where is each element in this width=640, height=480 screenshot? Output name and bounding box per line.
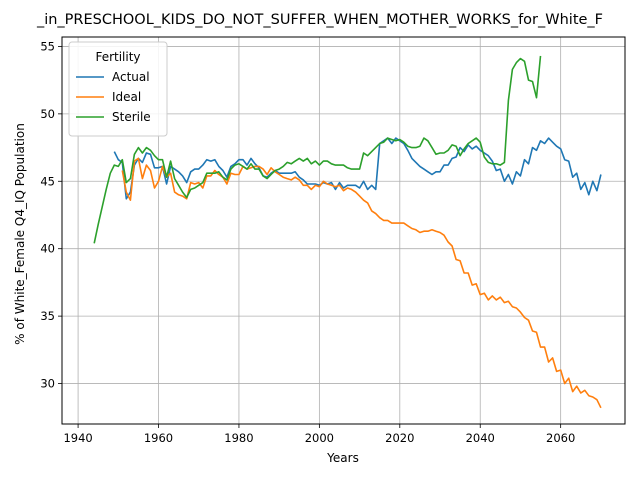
x-tick-label: 1960 [144, 431, 173, 445]
y-axis-label: % of White_Female Q4_IQ Population [13, 123, 27, 345]
legend-box [68, 41, 168, 137]
legend-title: Fertility [95, 50, 140, 64]
x-tick-label: 2040 [466, 431, 495, 445]
y-tick-label: 55 [40, 39, 55, 53]
legend-entry-sterile: Sterile [112, 110, 151, 124]
chart-title: _in_PRESCHOOL_KIDS_DO_NOT_SUFFER_WHEN_MO… [36, 12, 603, 28]
grid-lines [62, 37, 625, 424]
series-line-ideal [121, 157, 602, 409]
x-axis-label: Years [326, 451, 359, 465]
series-group [93, 55, 602, 409]
plot-frame [61, 36, 626, 425]
legend-entry-ideal: Ideal [112, 90, 141, 104]
x-tick-label: 2020 [385, 431, 414, 445]
series-line-actual [113, 137, 602, 200]
y-tick-label: 45 [40, 174, 55, 188]
legend-entry-actual: Actual [112, 70, 150, 84]
y-tick-label: 30 [40, 377, 55, 391]
series-line-sterile [93, 55, 542, 244]
x-tick-label: 1980 [224, 431, 253, 445]
y-tick-label: 50 [40, 107, 55, 121]
x-tick-label: 2060 [546, 431, 575, 445]
legend: Fertility Actual Ideal Sterile [68, 41, 168, 137]
y-tick-label: 35 [40, 309, 55, 323]
x-tick-label: 2000 [305, 431, 334, 445]
y-tick-label: 40 [40, 242, 55, 256]
y-axis-ticks: 30 35 40 45 50 55 [40, 39, 62, 391]
x-tick-label: 1940 [63, 431, 92, 445]
x-axis-ticks: 1940 1960 1980 2000 2020 2040 2060 [63, 424, 575, 445]
